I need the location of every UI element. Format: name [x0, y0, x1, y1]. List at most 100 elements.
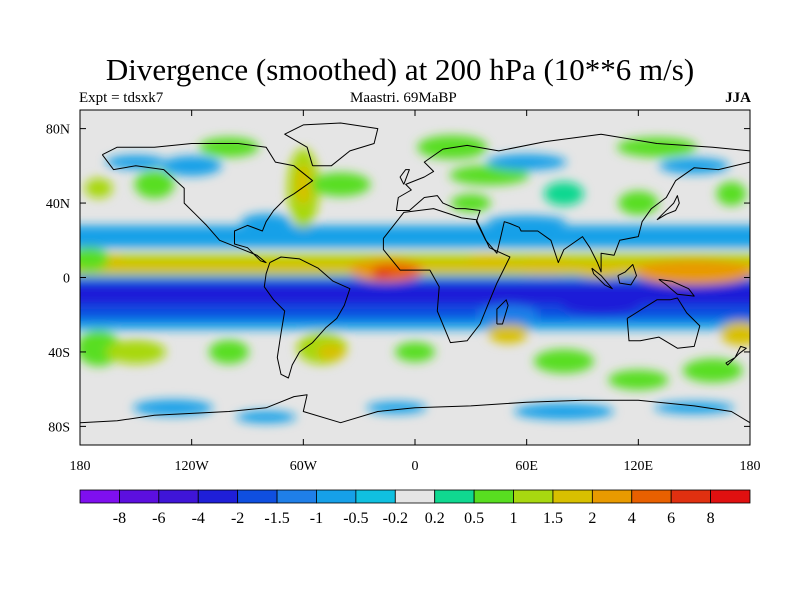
- coastline-madagascar: [496, 299, 509, 325]
- x-tick-label: 120E: [624, 459, 654, 474]
- field-cell: [464, 254, 515, 271]
- colorbar-label: -0.2: [383, 510, 408, 527]
- colorbar-label: -4: [192, 510, 205, 527]
- coastline-greenland: [284, 122, 379, 167]
- field-cell: [133, 399, 214, 416]
- field-cell: [395, 341, 435, 362]
- coastline-british-isles: [399, 169, 410, 185]
- field-cell: [317, 343, 346, 360]
- colorbar-label: -0.5: [343, 510, 368, 527]
- field-cell: [371, 268, 392, 279]
- colorbar-label: 2: [588, 510, 596, 527]
- field-cell: [486, 154, 567, 171]
- coastline-north-america: [101, 143, 314, 264]
- colorbar-swatch: [473, 489, 514, 504]
- colorbar-swatch: [710, 489, 751, 504]
- colorbar-label: 0.5: [464, 510, 484, 527]
- band-nh-convergence: [80, 225, 750, 248]
- field-cell: [105, 155, 166, 170]
- field-cell: [310, 172, 371, 197]
- field-cell: [161, 155, 222, 176]
- field-cell: [673, 265, 734, 282]
- field-cell: [208, 339, 249, 364]
- x-tick-label: 0: [412, 459, 419, 474]
- coastline-borneo: [617, 264, 637, 286]
- field-contours: [80, 135, 750, 424]
- season-label: JJA: [725, 90, 751, 106]
- colorbar-label: 1: [510, 510, 518, 527]
- coastlines: [80, 122, 750, 424]
- colorbar-swatch: [631, 489, 672, 504]
- colorbar-swatch: [670, 489, 711, 504]
- coastline-new-zealand: [725, 345, 747, 366]
- colorbar-label: 4: [628, 510, 636, 527]
- field-cell: [543, 181, 584, 206]
- y-tick-label: 40N: [46, 197, 70, 212]
- field-cell: [616, 137, 697, 158]
- field-cell: [478, 304, 539, 325]
- field-cell: [134, 170, 175, 199]
- x-tick-label: 120W: [175, 459, 210, 474]
- colorbar-swatch: [513, 489, 554, 504]
- field-cell: [295, 164, 312, 205]
- colorbar-swatch: [158, 489, 199, 504]
- x-tick-label: 60E: [515, 459, 538, 474]
- field-cell: [486, 215, 567, 228]
- coastline-new-guinea: [658, 278, 695, 297]
- colorbar-label: 6: [667, 510, 675, 527]
- y-tick-label: 0: [63, 272, 70, 287]
- field-cell: [654, 401, 735, 414]
- coastline-australia: [626, 297, 701, 349]
- colorbar-label: -6: [152, 510, 165, 527]
- coastline-africa: [382, 208, 511, 344]
- colorbar-label: 8: [707, 510, 715, 527]
- field-cell: [561, 295, 642, 316]
- field-cell: [533, 349, 594, 374]
- colorbar-label: 0.2: [425, 510, 445, 527]
- field-cell: [618, 191, 659, 216]
- colorbar-swatch: [197, 489, 239, 504]
- field-cell: [682, 358, 743, 383]
- colorbar-swatch: [276, 489, 317, 504]
- y-tick-label: 80N: [46, 123, 70, 138]
- field-cell: [105, 339, 166, 364]
- field-cell: [720, 321, 750, 346]
- colorbar: -8 -6 -4 -2 -1.5 -1 -0.5 -0.2 0.2 0.5 1 1.5 2 4 6 8: [79, 489, 751, 527]
- x-tick-label: 180: [70, 459, 91, 474]
- coastline-eurasia: [395, 133, 750, 273]
- colorbar-swatch: [394, 489, 436, 504]
- y-tick-label: 80S: [48, 420, 70, 435]
- colorbar-swatch: [591, 489, 633, 504]
- colorbar-swatch: [119, 489, 160, 504]
- field-cell: [450, 194, 491, 213]
- coastline-sumatra: [591, 267, 613, 290]
- field-cell: [198, 137, 259, 158]
- field-cell: [80, 246, 110, 271]
- colorbar-label: 1.5: [543, 510, 563, 527]
- divergence-field: [80, 110, 750, 445]
- coastline-antarctica-coast: [80, 394, 750, 424]
- y-tick-label: 40S: [48, 346, 70, 361]
- colorbar-swatch: [355, 489, 396, 504]
- colorbar-swatch: [237, 489, 278, 504]
- x-tick-label: 60W: [290, 459, 318, 474]
- field-cell: [513, 403, 614, 420]
- experiment-label: Expt = tdsxk7: [79, 90, 164, 106]
- colorbar-label: -1.5: [264, 510, 289, 527]
- period-label: Maastri. 69MaBP: [350, 90, 457, 106]
- colorbar-label: -1: [310, 510, 323, 527]
- field-cell: [716, 181, 747, 206]
- field-cell: [488, 323, 529, 344]
- colorbar-swatch: [552, 489, 593, 504]
- colorbar-swatch: [434, 489, 475, 504]
- coastline-south-america: [263, 256, 351, 379]
- field-cell: [505, 257, 586, 276]
- field-cell: [608, 369, 669, 390]
- axis-ticks: 180 120W 60W 0 60E 120E 180 80N 40N 0 40S 80S: [46, 110, 761, 474]
- field-cell: [659, 157, 730, 174]
- chart-title: Divergence (smoothed) at 200 hPa (10**6 …: [105, 52, 695, 87]
- colorbar-label: -8: [113, 510, 126, 527]
- x-tick-label: 180: [740, 459, 761, 474]
- coastline-japan: [656, 195, 680, 221]
